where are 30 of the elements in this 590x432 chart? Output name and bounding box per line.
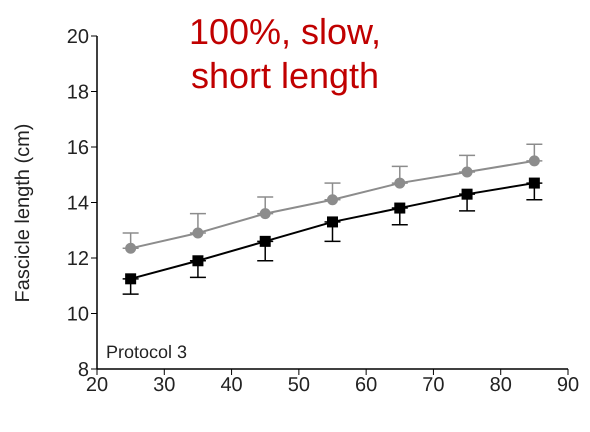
point bbox=[125, 273, 136, 284]
y-tick-label: 14 bbox=[66, 192, 89, 215]
x-tick-label: 50 bbox=[288, 374, 310, 396]
y-axis-title: Fascicle length (cm) bbox=[12, 124, 34, 302]
x-tick-label: 70 bbox=[422, 374, 445, 396]
point bbox=[327, 216, 338, 228]
point bbox=[394, 178, 406, 189]
point bbox=[462, 166, 473, 178]
y-tick-label: 10 bbox=[66, 304, 89, 326]
x-tick-label: 90 bbox=[556, 374, 580, 396]
point bbox=[192, 228, 204, 239]
chart-title: 100%, slow, short length bbox=[188, 10, 382, 98]
x-tick-label: 80 bbox=[490, 374, 512, 396]
y-tick-label: 16 bbox=[66, 137, 89, 160]
y-tick-label: 12 bbox=[66, 248, 89, 270]
x-tick-label: 60 bbox=[355, 374, 378, 396]
point bbox=[260, 236, 271, 247]
point bbox=[394, 202, 406, 214]
y-tick-label: 18 bbox=[66, 82, 89, 104]
y-tick-label: 20 bbox=[66, 26, 89, 48]
point bbox=[192, 255, 204, 266]
point bbox=[528, 155, 540, 166]
x-tick-label: 40 bbox=[220, 374, 243, 396]
annotation: Protocol 3 bbox=[106, 342, 188, 363]
point bbox=[462, 188, 473, 200]
x-tick-label: 30 bbox=[153, 374, 176, 396]
point bbox=[125, 242, 136, 254]
point bbox=[327, 194, 338, 206]
point bbox=[528, 178, 540, 189]
point bbox=[260, 208, 271, 220]
